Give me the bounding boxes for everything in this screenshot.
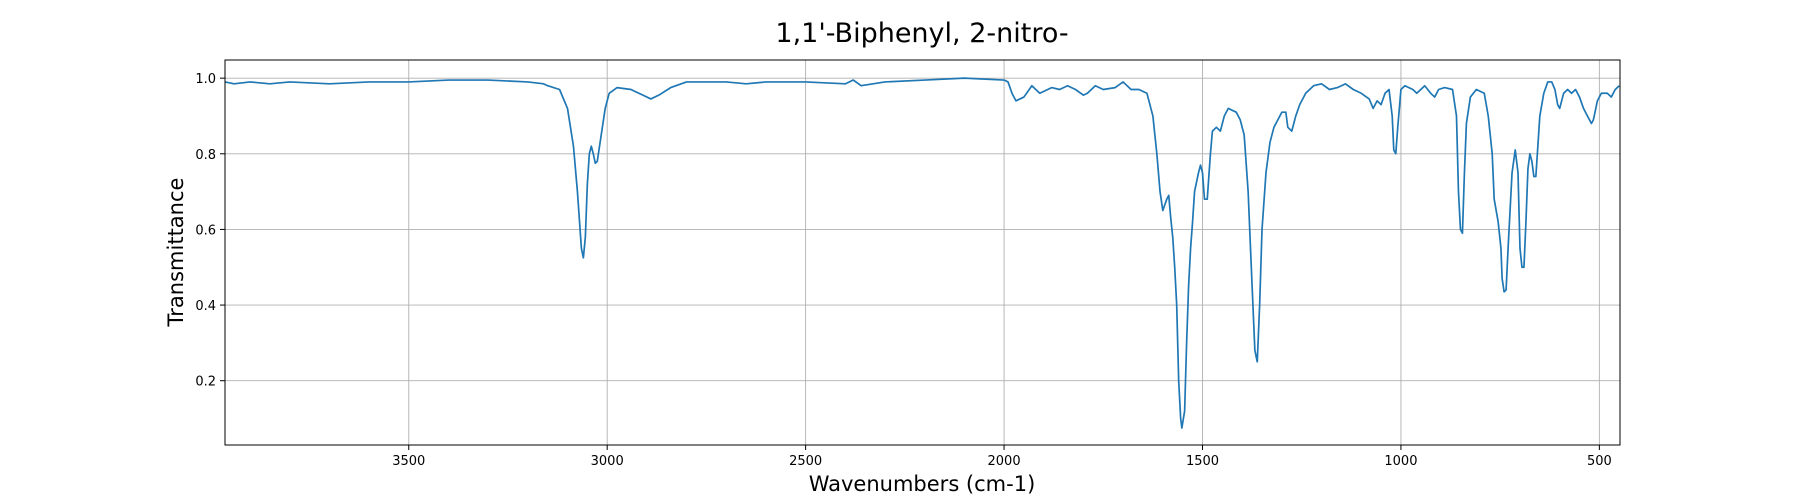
data-layer [224, 77, 1620, 429]
x-tick-label: 2000 [988, 454, 1021, 469]
x-tick-label: 3500 [392, 454, 425, 469]
chart-title: 1,1'-Biphenyl, 2-nitro- [775, 18, 1068, 49]
y-tick-label: 0.8 [195, 148, 216, 163]
plot-frame [224, 59, 1621, 446]
y-tick-label: 0.6 [195, 223, 216, 238]
x-tick-label: 1500 [1186, 454, 1219, 469]
grid-layer [225, 60, 1620, 445]
y-tick-label: 1.0 [195, 72, 216, 87]
y-axis-label: Transmittance [164, 178, 188, 328]
x-tick-label: 2500 [789, 454, 822, 469]
y-tick-label: 0.2 [195, 375, 216, 390]
x-tick-label: 3000 [591, 454, 624, 469]
x-tick-label: 1000 [1384, 454, 1417, 469]
spectrum-line [224, 77, 1620, 429]
y-tick-label: 0.4 [195, 299, 216, 314]
x-axis-label: Wavenumbers (cm-1) [809, 472, 1036, 496]
x-tick-label: 500 [1587, 454, 1612, 469]
